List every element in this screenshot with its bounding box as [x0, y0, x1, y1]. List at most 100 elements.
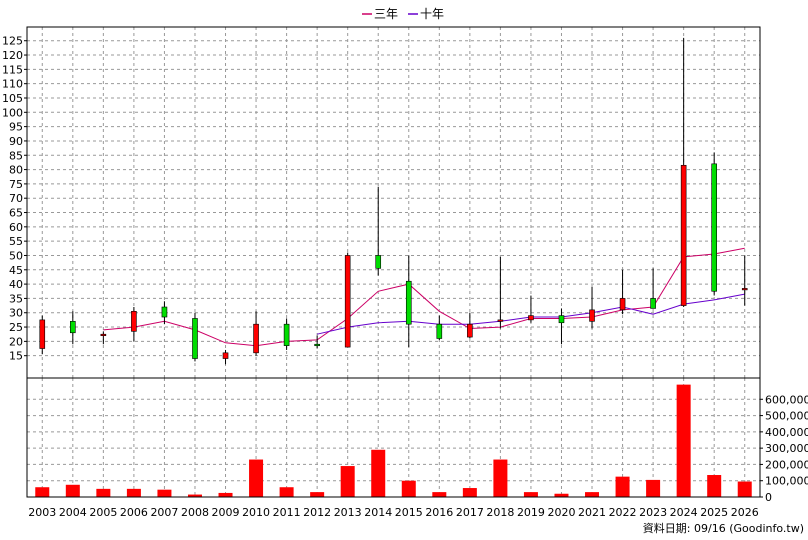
y-tick-label: 35 [9, 292, 23, 305]
y-tick-label: 110 [2, 78, 23, 91]
legend-label: 十年 [420, 7, 444, 21]
y-tick-label: 50 [9, 249, 23, 262]
candle-body [680, 164, 687, 306]
x-tick-label: 2016 [425, 506, 453, 519]
volume-bar [279, 487, 294, 497]
y-tick-label: 30 [9, 307, 23, 320]
candlestick [39, 315, 46, 355]
y-tick-label: 120 [2, 49, 23, 62]
volume-bar [554, 493, 569, 497]
volume-bar [585, 492, 600, 497]
x-tick-label: 2025 [700, 506, 728, 519]
candlestick [589, 286, 595, 329]
candle-body [283, 323, 290, 346]
candlestick [558, 308, 565, 345]
candle-body [131, 311, 137, 332]
y-tick-label: 45 [9, 264, 23, 277]
candlestick [497, 256, 504, 329]
y-tick-label: 80 [9, 164, 23, 177]
candlestick [283, 318, 290, 350]
candlestick [344, 252, 351, 348]
candle-body [558, 315, 565, 324]
candlestick [131, 307, 137, 342]
x-tick-label: 2006 [120, 506, 148, 519]
volume-bar [676, 384, 691, 497]
volume-bar [432, 492, 447, 497]
y-tick-label: 100,000 [765, 475, 808, 488]
candle-body [619, 298, 626, 311]
candle-body [375, 255, 382, 269]
candlestick [161, 301, 168, 325]
y-tick-label: 100 [2, 106, 23, 119]
y-tick-label: 115 [2, 63, 23, 76]
candle-body [711, 163, 717, 292]
candlestick [100, 331, 107, 345]
x-tick-label: 2020 [547, 506, 575, 519]
candle-body [161, 306, 168, 318]
candlesticks [39, 37, 748, 365]
x-tick-label: 2013 [334, 506, 362, 519]
y-tick-label: 0 [765, 491, 772, 504]
y-tick-label: 90 [9, 135, 23, 148]
candlestick [70, 311, 76, 345]
volume-bar [523, 492, 538, 497]
y-tick-label: 55 [9, 235, 23, 248]
y-tick-label: 95 [9, 121, 23, 134]
candlestick [711, 152, 717, 296]
volume-bar [646, 479, 661, 497]
x-tick-label: 2023 [639, 506, 667, 519]
candlestick [680, 37, 687, 308]
x-tick-label: 2024 [670, 506, 698, 519]
x-tick-label: 2010 [242, 506, 270, 519]
y-tick-label: 105 [2, 92, 23, 105]
x-tick-label: 2014 [364, 506, 392, 519]
x-tick-label: 2007 [150, 506, 178, 519]
candlestick [314, 335, 320, 349]
candle-body [741, 288, 748, 291]
volume-bar [65, 484, 80, 497]
volume-bar [310, 492, 325, 497]
candlestick [192, 312, 198, 362]
y-tick-label: 25 [9, 321, 23, 334]
x-tick-label: 2003 [28, 506, 56, 519]
x-tick-label: 2008 [181, 506, 209, 519]
candle-body [436, 323, 443, 339]
candle-body [100, 333, 107, 337]
x-tick-label: 2019 [517, 506, 545, 519]
y-tick-label: 20 [9, 335, 23, 348]
y-tick-label: 70 [9, 192, 23, 205]
price-grid [27, 27, 760, 378]
legend: 三年 十年 [362, 7, 444, 21]
y-tick-label: 85 [9, 149, 23, 162]
volume-bar [126, 488, 141, 497]
candlestick [436, 315, 443, 340]
candlestick [222, 349, 229, 365]
volume-bar [493, 459, 508, 497]
volume-bar [96, 488, 111, 497]
volume-bar [401, 480, 416, 497]
candle-body [344, 255, 351, 348]
y-tick-label: 600,000 [765, 393, 808, 406]
volume-bars [35, 384, 752, 497]
volume-bar [157, 489, 172, 497]
x-tick-label: 2005 [89, 506, 117, 519]
volume-bar [737, 481, 752, 497]
y-tick-label: 125 [2, 35, 23, 48]
x-tick-label: 2017 [456, 506, 484, 519]
x-tick-label: 2009 [212, 506, 240, 519]
candlestick [650, 268, 656, 309]
candle-body [253, 323, 259, 354]
volume-y-axis: 0 100,000 200,000 300,000 400,000 500,000 600,… [760, 393, 808, 504]
series-line [103, 247, 745, 347]
volume-bar [187, 494, 202, 497]
x-tick-label: 2022 [609, 506, 637, 519]
x-tick-label: 2018 [486, 506, 514, 519]
candlestick [375, 186, 382, 276]
volume-bar [35, 487, 50, 497]
x-tick-label: 2012 [303, 506, 331, 519]
candle-body [222, 352, 229, 359]
candle-body [70, 321, 76, 334]
